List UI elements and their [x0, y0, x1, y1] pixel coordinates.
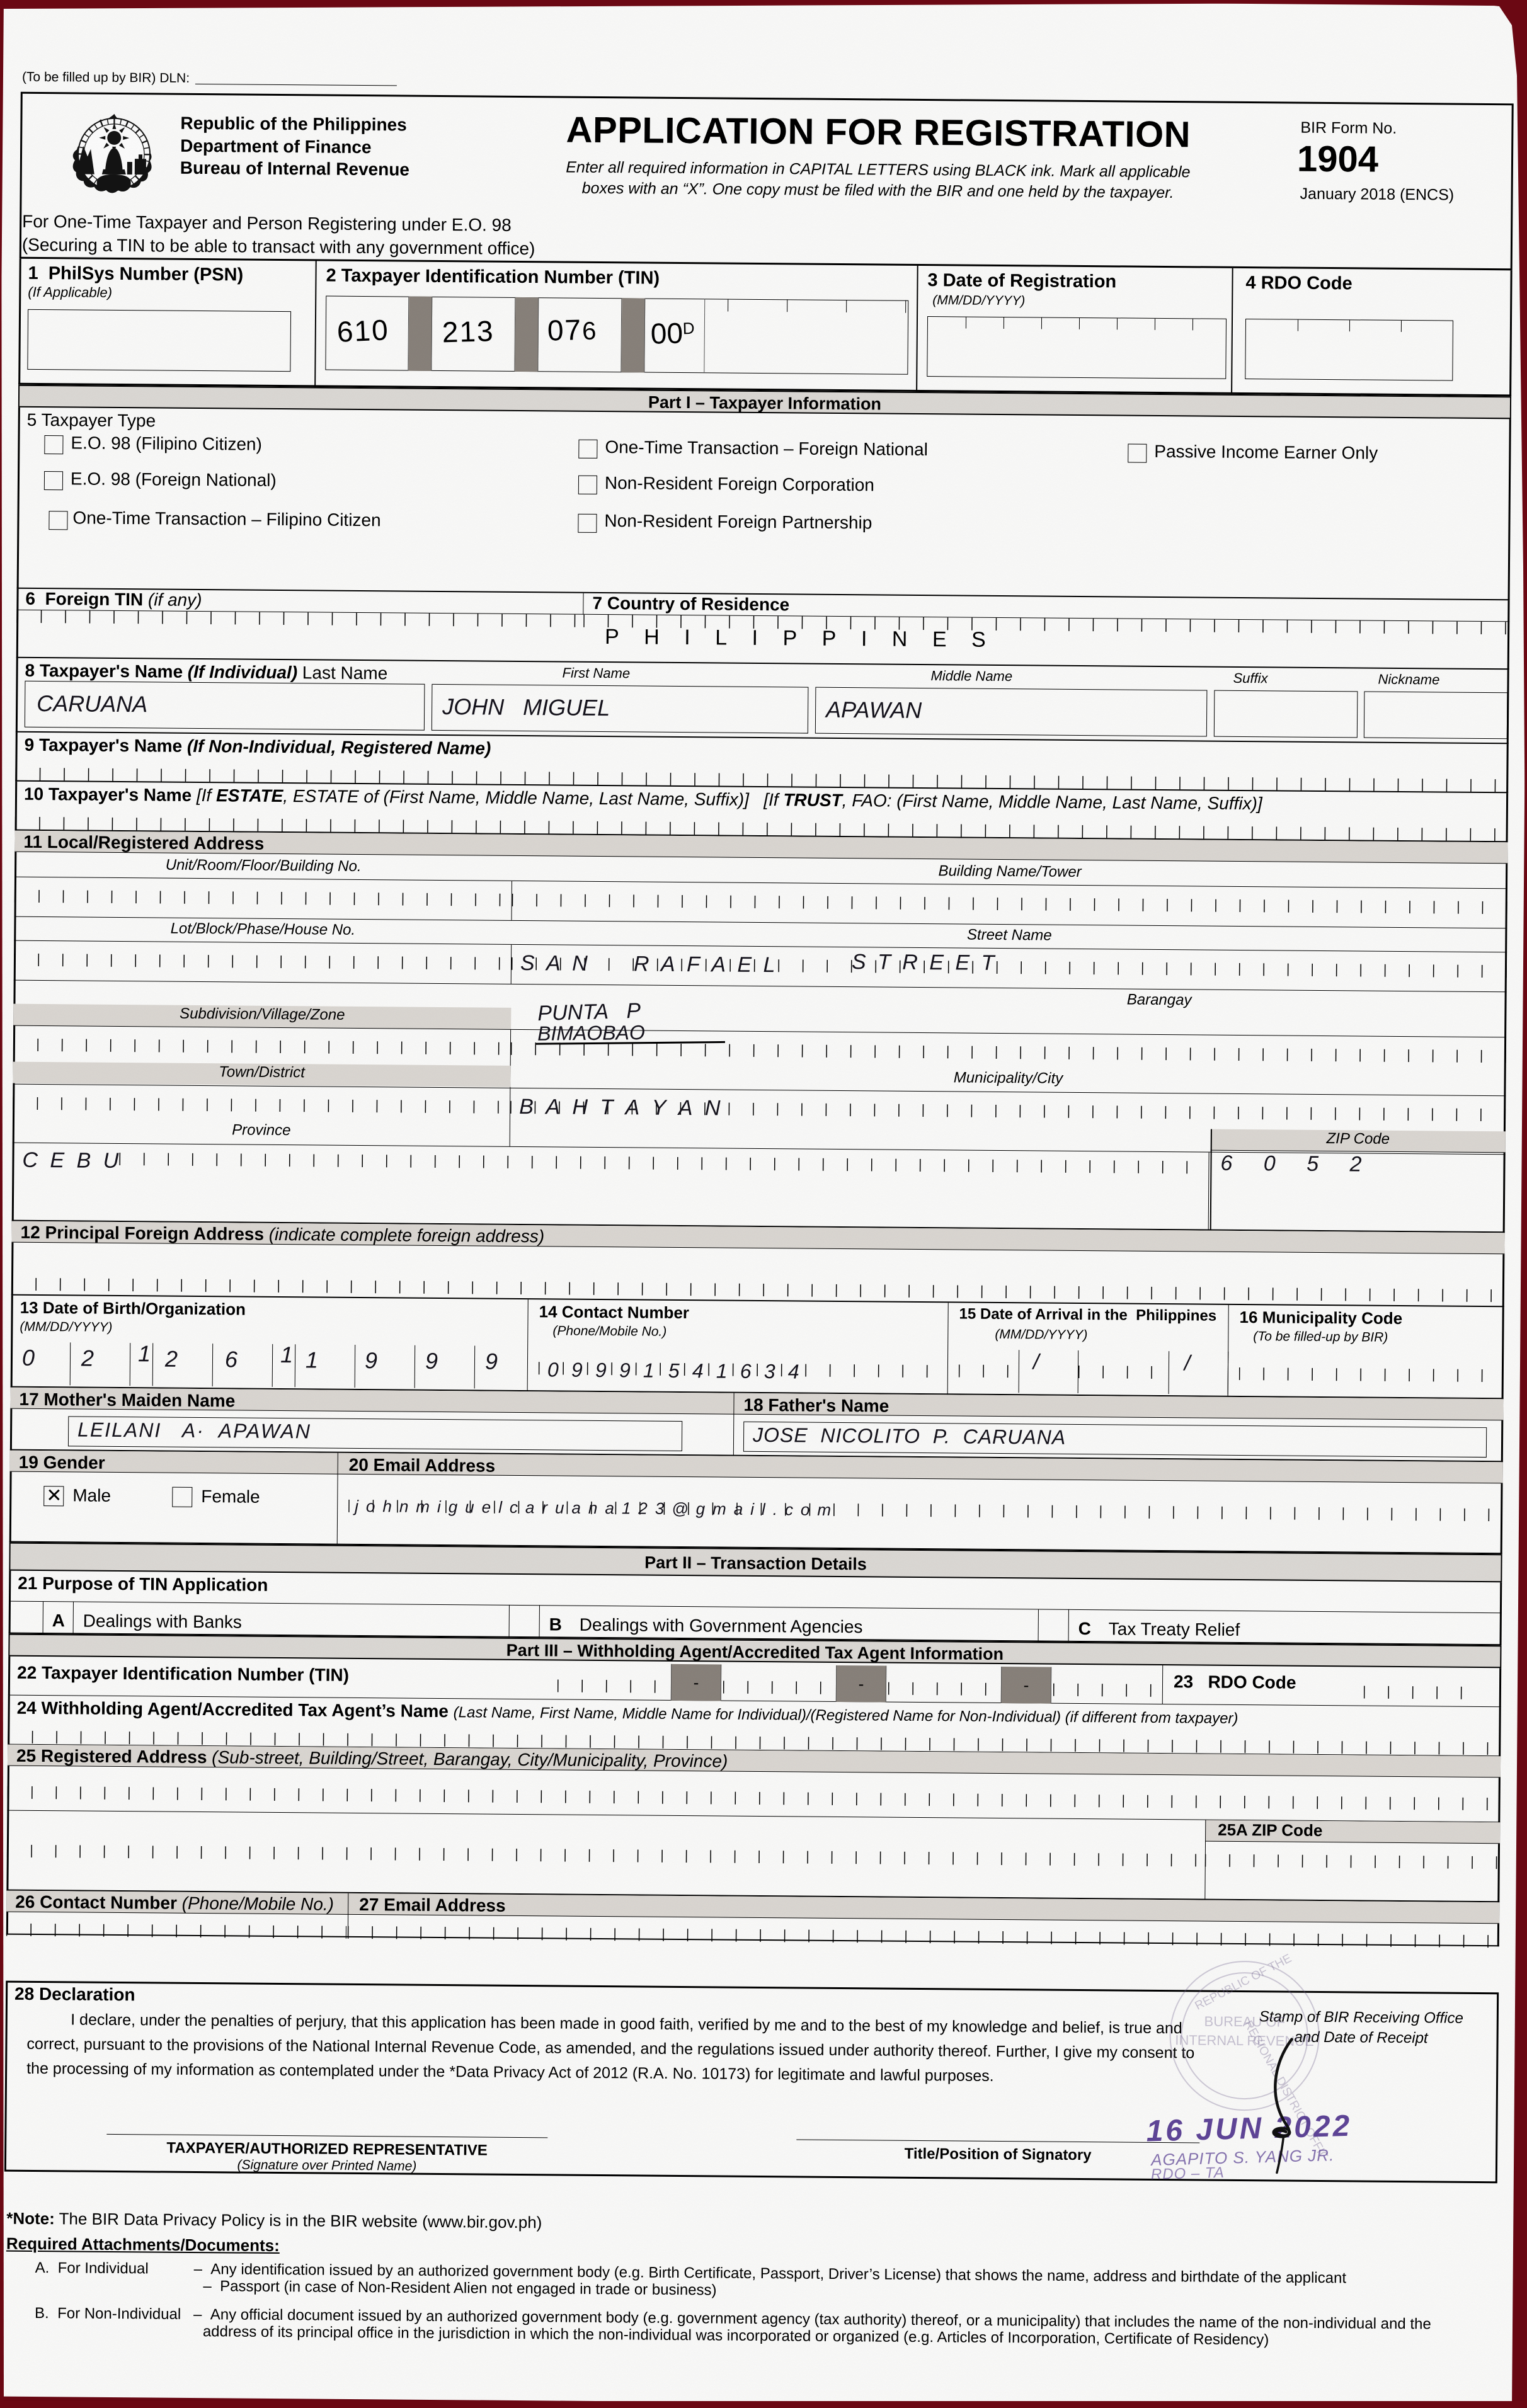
svg-text:BUREAU OF: BUREAU OF	[1204, 2014, 1286, 2030]
